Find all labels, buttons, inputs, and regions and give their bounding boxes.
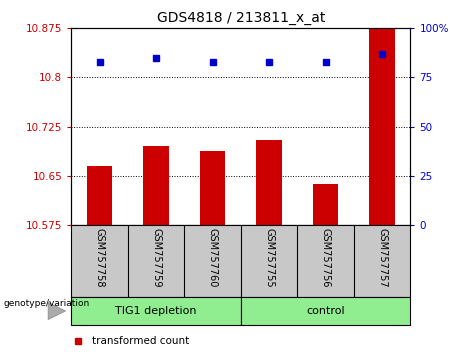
Polygon shape xyxy=(48,302,65,320)
Text: GSM757760: GSM757760 xyxy=(207,228,218,288)
Text: TIG1 depletion: TIG1 depletion xyxy=(115,306,197,316)
Bar xyxy=(87,166,112,225)
Bar xyxy=(71,297,241,325)
Text: control: control xyxy=(306,306,345,316)
Bar xyxy=(369,28,395,225)
Text: transformed count: transformed count xyxy=(92,336,189,346)
Bar xyxy=(200,151,225,225)
Bar xyxy=(313,183,338,225)
Text: GSM757758: GSM757758 xyxy=(95,228,105,288)
Text: GSM757755: GSM757755 xyxy=(264,228,274,288)
Bar xyxy=(241,297,410,325)
Text: GSM757757: GSM757757 xyxy=(377,228,387,288)
Text: genotype/variation: genotype/variation xyxy=(3,299,89,308)
Text: GSM757756: GSM757756 xyxy=(320,228,331,288)
Bar xyxy=(143,146,169,225)
Bar xyxy=(256,140,282,225)
Text: GSM757759: GSM757759 xyxy=(151,228,161,288)
Title: GDS4818 / 213811_x_at: GDS4818 / 213811_x_at xyxy=(157,11,325,24)
